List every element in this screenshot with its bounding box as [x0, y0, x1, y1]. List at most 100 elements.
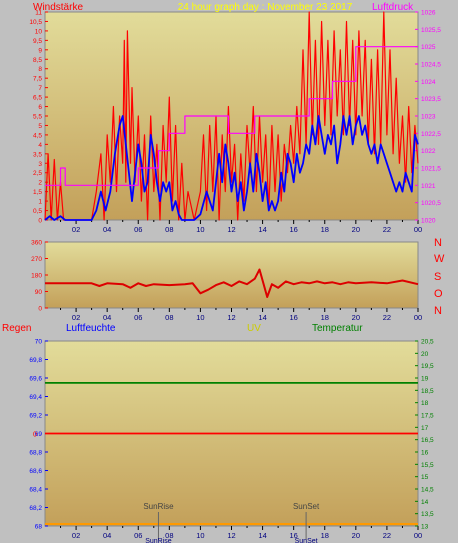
rain-axis-zero-label: 0 — [33, 432, 37, 439]
pressure-y-tick-label: 1023 — [421, 114, 436, 121]
sunrise-bottom-label: SunRise — [145, 538, 172, 543]
wind-speed-y-tick-label: 10 — [35, 28, 43, 35]
wind-speed-y-tick-label: 3,5 — [33, 151, 42, 158]
temperature-y-tick-label: 15,5 — [421, 462, 434, 469]
wind-speed-y-tick-label: 9,5 — [33, 38, 42, 45]
pressure-y-tick-label: 1024 — [421, 79, 436, 86]
direction-letter-label: O — [434, 288, 443, 300]
rain-axis-title: Regen — [2, 323, 31, 334]
pressure-y-tick-label: 1020,5 — [421, 200, 441, 207]
temperature-y-tick-label: 20,5 — [421, 339, 434, 346]
humidity-axis-title: Luftfeuchte — [66, 323, 116, 334]
wind-direction-x-tick-label: 10 — [196, 313, 204, 322]
temperature-y-tick-label: 18,5 — [421, 388, 434, 395]
temperature-y-tick-label: 13,5 — [421, 511, 434, 518]
pressure-y-tick-label: 1021 — [421, 183, 436, 190]
temperature-axis-title: Temperatur — [312, 323, 363, 334]
wind-pressure-x-tick-label: 20 — [352, 225, 360, 234]
temperature-y-tick-label: 15 — [421, 474, 429, 481]
wind-direction-x-tick-label: 20 — [352, 313, 360, 322]
wind-speed-y-tick-label: 7 — [38, 85, 42, 92]
temperature-y-tick-label: 19,5 — [421, 363, 434, 370]
temperature-y-tick-label: 14 — [421, 499, 429, 506]
humidity-y-tick-label: 69 — [35, 431, 43, 438]
temperature-y-tick-label: 20 — [421, 351, 429, 358]
humidity-y-tick-label: 69,4 — [29, 394, 42, 401]
humidity-y-tick-label: 70 — [35, 339, 43, 346]
wind-speed-y-tick-label: 11 — [35, 10, 42, 17]
temperature-y-tick-label: 16,5 — [421, 437, 434, 444]
wind-pressure-x-tick-label: 12 — [227, 225, 235, 234]
wind-speed-y-tick-label: 8 — [38, 66, 42, 73]
wind-speed-y-tick-label: 6,5 — [33, 95, 42, 102]
rain-humidity-x-tick-label: 16 — [289, 531, 297, 540]
rain-humidity-x-tick-label: 18 — [321, 531, 329, 540]
rain-humidity-uv-temp-panel: 02 04 06 08 10 12 14 16 18 20 22 00 68 68,2 68,4 68,6 68… — [2, 323, 434, 543]
wind-pressure-x-tick-label: 06 — [134, 225, 142, 234]
wind-speed-y-tick-label: 2,5 — [33, 170, 42, 177]
temperature-y-tick-label: 17 — [421, 425, 429, 432]
wind-pressure-x-tick-label: 14 — [258, 225, 266, 234]
wind-direction-x-tick-label: 06 — [134, 313, 142, 322]
pressure-y-tick-label: 1020 — [421, 218, 436, 225]
wind-speed-y-tick-label: 2 — [38, 180, 42, 187]
rain-humidity-x-tick-label: 04 — [103, 531, 111, 540]
wind-direction-series — [45, 268, 419, 298]
direction-y-tick-label: 90 — [35, 289, 43, 296]
wind-speed-y-tick-label: 10,5 — [29, 19, 42, 26]
wind-speed-y-tick-label: 6 — [38, 104, 42, 111]
wind-pressure-x-tick-label: 08 — [165, 225, 173, 234]
pressure-y-tick-label: 1024,5 — [421, 62, 441, 69]
direction-y-tick-label: 270 — [31, 256, 42, 263]
wind-speed-y-tick-label: 8,5 — [33, 57, 42, 64]
pressure-y-tick-label: 1025 — [421, 44, 436, 51]
sunset-label: SunSet — [293, 502, 320, 511]
pressure-axis-title: Luftdruck — [372, 2, 414, 13]
wind-speed-y-tick-label: 0,5 — [33, 208, 42, 215]
direction-y-tick-label: 180 — [31, 273, 42, 280]
temperature-y-tick-label: 19 — [421, 376, 429, 383]
wind-pressure-x-tick-label: 04 — [103, 225, 111, 234]
wind-speed-y-tick-label: 9 — [38, 47, 42, 54]
temperature-y-tick-label: 14,5 — [421, 487, 434, 494]
wind-direction-x-tick-label: 14 — [258, 313, 266, 322]
wind-speed-y-tick-label: 4,5 — [33, 132, 42, 139]
rain-humidity-x-tick-label: 20 — [352, 531, 360, 540]
pressure-y-tick-label: 1021,5 — [421, 166, 441, 173]
direction-letter-label: S — [434, 271, 441, 283]
temperature-y-tick-label: 13 — [421, 524, 429, 531]
wind-direction-x-tick-label: 16 — [289, 313, 297, 322]
rain-humidity-x-tick-label: 02 — [72, 531, 80, 540]
pressure-y-tick-label: 1025,5 — [421, 27, 441, 34]
wind-direction-x-tick-label: 12 — [227, 313, 235, 322]
wind-pressure-x-tick-label: 18 — [321, 225, 329, 234]
rain-humidity-x-tick-label: 00 — [414, 531, 422, 540]
pressure-y-tick-label: 1022 — [421, 148, 436, 155]
rain-humidity-x-tick-label: 14 — [258, 531, 266, 540]
pressure-series — [45, 46, 418, 186]
humidity-y-tick-label: 69,8 — [29, 357, 42, 364]
direction-y-tick-label: 360 — [31, 240, 42, 247]
wind-direction-x-tick-label: 08 — [165, 313, 173, 322]
temperature-y-tick-label: 17,5 — [421, 413, 434, 420]
humidity-y-tick-label: 68,4 — [29, 487, 42, 494]
chart-title: 24 hour graph day : November 23 2017 — [178, 2, 353, 13]
uv-axis-title: UV — [247, 323, 261, 334]
wind-direction-x-tick-label: 02 — [72, 313, 80, 322]
sunset-bottom-label: SunSet — [295, 538, 318, 543]
pressure-y-tick-label: 1022,5 — [421, 131, 441, 138]
humidity-y-tick-label: 69,6 — [29, 376, 42, 383]
humidity-y-tick-label: 68,2 — [29, 505, 42, 512]
humidity-y-tick-label: 68 — [35, 524, 43, 531]
sunrise-label: SunRise — [143, 502, 174, 511]
wind-speed-y-tick-label: 4 — [38, 142, 42, 149]
wind-pressure-x-tick-label: 10 — [196, 225, 204, 234]
direction-letter-label: N — [434, 237, 442, 249]
rain-humidity-x-tick-label: 08 — [165, 531, 173, 540]
wind-pressure-x-tick-label: 16 — [289, 225, 297, 234]
pressure-y-tick-label: 1023,5 — [421, 96, 441, 103]
humidity-y-tick-label: 69,2 — [29, 413, 42, 420]
pressure-y-tick-label: 1026 — [421, 10, 436, 17]
